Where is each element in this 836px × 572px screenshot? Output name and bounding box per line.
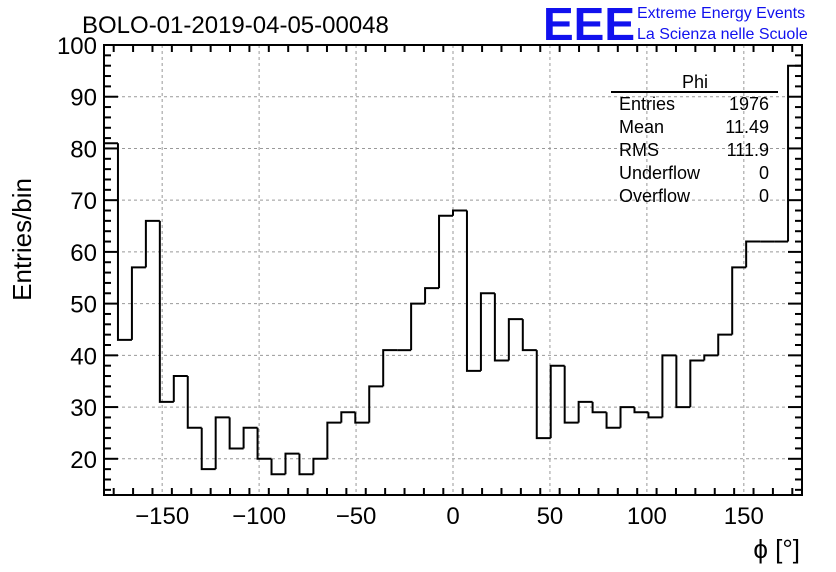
histogram-bin-35 [591,401,607,414]
histogram-bin-24 [438,214,453,289]
histogram-bin-37 [619,406,635,428]
histogram-bin-29 [507,318,523,361]
x-axis-label: ϕ [°] [753,534,800,564]
histogram-bin-0 [103,142,118,495]
histogram-bin-41 [675,355,691,409]
y-tick-label-2: 40 [70,343,97,370]
histogram-bin-42 [689,359,705,408]
histogram-bin-23 [424,287,440,304]
y-tick-label-3: 50 [70,292,97,319]
histogram-bin-7 [200,427,216,471]
y-tick-labels: 20 30 40 50 60 70 80 90 100 [57,33,97,474]
histogram-bin-32 [549,364,565,439]
x-tick-label-4: 50 [537,503,564,530]
histogram-bin-28 [493,293,509,362]
histogram-bin-22 [410,302,426,351]
stats-label-1: Mean [619,117,664,137]
stats-label-0: Entries [619,94,675,114]
x-tick-label-1: −100 [232,503,286,530]
chart-title: BOLO-01-2019-04-05-00048 [82,12,389,39]
grid-lines [104,44,802,495]
axis-ticks [104,44,802,495]
stats-label-4: Overflow [619,186,691,206]
y-tick-label-7: 90 [70,85,97,112]
y-tick-label-6: 80 [70,136,97,163]
histogram-bin-9 [228,417,244,450]
stats-label-3: Underflow [619,163,701,183]
histogram-bin-11 [256,427,272,460]
histogram-bin-19 [368,385,384,423]
histogram-bin-39 [647,412,663,419]
x-tick-label-5: 100 [627,503,667,530]
histogram-bin-49 [787,64,803,495]
histogram-bin-25 [452,209,467,216]
histogram-bin-15 [312,457,328,475]
stats-value-4: 0 [759,186,769,206]
histogram-bin-18 [354,412,370,424]
histogram-bin-45 [731,266,747,335]
histogram-bin-13 [284,452,300,475]
y-tick-label-5: 70 [70,188,97,215]
y-tick-label-8: 100 [57,33,97,60]
histogram-bin-33 [563,365,579,424]
histogram-bin-3 [144,219,160,268]
y-tick-label-0: 20 [70,447,97,474]
eee-logo-line2: La Scienza nelle Scuole [637,26,808,43]
stats-label-2: RMS [619,140,659,160]
histogram-bin-20 [382,349,398,387]
x-tick-label-0: −150 [135,503,189,530]
stats-value-1: 11.49 [725,117,769,137]
histogram-bin-2 [130,266,146,340]
histogram-bin-38 [633,407,649,414]
stats-box: Phi Entries 1976 Mean 11.49 RMS 111.9 Underflo… [611,72,778,206]
histogram-bin-6 [186,376,202,429]
histogram-bin-27 [479,292,495,371]
eee-logo: EEE Extreme Energy Events La Scienza nel… [543,0,808,50]
plot-frame [103,44,803,496]
histogram-bin-4 [158,220,174,403]
x-tick-labels: −150 −100 −50 0 50 100 150 [135,503,764,530]
eee-logo-mark: EEE [543,0,635,50]
eee-logo-line1: Extreme Energy Events [637,5,805,22]
y-tick-label-4: 60 [70,240,97,267]
histogram-bin-43 [703,354,719,361]
histogram-bin-26 [465,210,481,372]
histogram-bin-44 [717,333,733,356]
y-tick-label-1: 30 [70,395,97,422]
histogram-bin-1 [116,143,132,341]
histogram-bin-10 [242,426,258,449]
histogram-bin-5 [172,375,188,402]
stats-value-3: 0 [759,163,769,183]
histogram-bin-14 [298,453,314,476]
histogram-bin-46 [745,240,761,268]
stats-value-0: 1976 [729,94,769,114]
histogram-bin-16 [326,421,342,459]
histogram-bin-8 [214,416,230,470]
stats-title: Phi [682,72,708,92]
histogram-bin-40 [661,354,677,418]
histogram-bin-30 [521,319,537,352]
x-tick-label-2: −50 [336,503,377,530]
histogram-bin-34 [577,400,593,423]
histogram-bin-31 [535,350,551,440]
stats-value-2: 111.9 [727,140,769,160]
x-tick-label-3: 0 [446,503,459,530]
histogram-bin-17 [340,411,356,423]
x-tick-label-6: 150 [724,503,764,530]
histogram-bin-12 [270,458,286,476]
histogram-bin-36 [605,412,621,429]
y-axis-label: Entries/bin [7,178,37,301]
